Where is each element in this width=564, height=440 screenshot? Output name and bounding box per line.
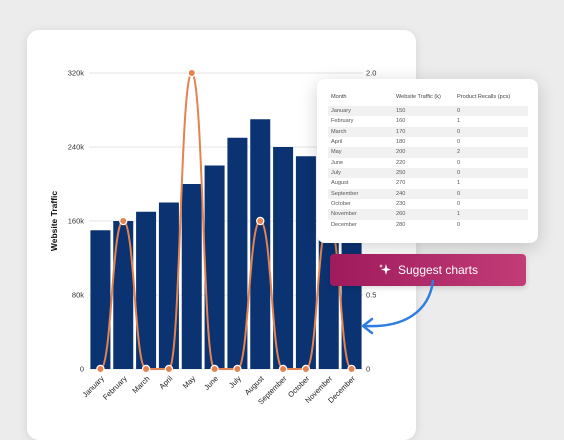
cell-traffic: 200 bbox=[393, 147, 454, 158]
bar bbox=[295, 156, 316, 369]
table-row: December 280 0 bbox=[328, 220, 528, 230]
table-row: March 170 0 bbox=[328, 126, 528, 138]
bar bbox=[227, 137, 248, 369]
cell-traffic: 250 bbox=[393, 168, 454, 179]
cell-month: May bbox=[328, 147, 393, 158]
header-month: Month bbox=[331, 94, 347, 100]
cell-recalls: 1 bbox=[457, 118, 461, 125]
cell-recalls: 0 bbox=[457, 139, 461, 146]
line-point bbox=[233, 364, 242, 374]
cell-traffic: 240 bbox=[393, 188, 454, 200]
cell-month: September bbox=[328, 188, 393, 200]
data-table: Month Website Traffic (k) Product Recall… bbox=[328, 92, 528, 230]
x-tick-label: April bbox=[157, 374, 174, 391]
x-tick-label: June bbox=[202, 374, 220, 392]
x-tick-label: July bbox=[227, 374, 243, 390]
cell-month: November bbox=[328, 209, 393, 220]
y-tick-label: 320k bbox=[68, 69, 85, 78]
y-axis-label: Website Traffic bbox=[49, 191, 59, 252]
cell-traffic: 230 bbox=[396, 201, 406, 208]
cell-month: October bbox=[331, 201, 351, 208]
cell-traffic: 280 bbox=[396, 221, 406, 228]
table-row: April 180 0 bbox=[328, 137, 528, 147]
cell-recalls: 0 bbox=[457, 221, 461, 228]
cell-recalls: 0 bbox=[457, 159, 461, 166]
bar bbox=[181, 184, 202, 369]
x-tick-label: February bbox=[101, 374, 129, 402]
bar bbox=[204, 165, 225, 369]
y-tick-label: 240k bbox=[68, 143, 85, 152]
line-point bbox=[96, 364, 105, 374]
bar bbox=[273, 147, 294, 369]
y-tick-label: 160k bbox=[68, 217, 85, 226]
cell-traffic: 150 bbox=[393, 106, 454, 117]
line-point bbox=[278, 364, 288, 374]
line-point bbox=[301, 364, 311, 374]
curved-arrow-icon bbox=[361, 279, 435, 335]
table-row: November 260 1 bbox=[328, 209, 528, 220]
line-point bbox=[119, 216, 128, 226]
cell-recalls: 1 bbox=[457, 180, 461, 187]
bar bbox=[113, 221, 134, 369]
line-point bbox=[256, 216, 265, 226]
cell-month: December bbox=[331, 221, 357, 228]
sparkle-icon bbox=[378, 264, 391, 275]
cell-traffic: 170 bbox=[393, 126, 454, 138]
cell-month: August bbox=[331, 180, 349, 187]
bar bbox=[158, 202, 179, 369]
cell-month: April bbox=[331, 139, 343, 146]
bar bbox=[136, 211, 157, 369]
table-body: January 150 0 February 160 1 March 170 0 April 180… bbox=[328, 106, 528, 230]
table-row: July 250 0 bbox=[328, 168, 528, 179]
table-row: September 240 0 bbox=[328, 188, 528, 200]
line-point bbox=[164, 364, 174, 374]
cell-traffic: 260 bbox=[393, 209, 454, 220]
cell-traffic: 220 bbox=[396, 159, 406, 166]
cell-recalls: 0 bbox=[454, 188, 528, 200]
cell-recalls: 0 bbox=[454, 106, 528, 117]
y2-tick-label: 2.0 bbox=[366, 69, 376, 78]
bar bbox=[90, 230, 111, 369]
y-tick-label: 0 bbox=[80, 365, 84, 374]
cell-month: June bbox=[331, 159, 344, 166]
cell-recalls: 0 bbox=[454, 126, 528, 138]
table-row: May 200 2 bbox=[328, 147, 528, 158]
line-point bbox=[141, 364, 151, 374]
bar bbox=[250, 119, 271, 369]
cell-recalls: 0 bbox=[457, 201, 461, 208]
header-traffic: Website Traffic (k) bbox=[396, 94, 441, 100]
x-tick-label: May bbox=[181, 374, 198, 391]
cell-month: February bbox=[331, 118, 354, 125]
cell-recalls: 1 bbox=[454, 209, 528, 220]
x-tick-label: March bbox=[130, 374, 151, 395]
header-recalls: Product Recalls (pcs) bbox=[457, 94, 511, 100]
cell-traffic: 270 bbox=[396, 180, 406, 187]
table-row: January 150 0 bbox=[328, 106, 528, 117]
cell-month: July bbox=[328, 168, 393, 179]
cell-traffic: 160 bbox=[396, 118, 406, 125]
y2-tick-label: 0.5 bbox=[366, 291, 376, 300]
table-row: October 230 0 bbox=[328, 199, 528, 209]
line-point bbox=[347, 364, 356, 374]
suggest-charts-button[interactable]: Suggest charts bbox=[330, 254, 526, 286]
cell-month: January bbox=[328, 106, 393, 117]
line-point bbox=[210, 364, 219, 374]
cell-month: March bbox=[328, 126, 393, 138]
data-table-card: Month Website Traffic (k) Product Recall… bbox=[317, 79, 538, 243]
line-point bbox=[187, 68, 196, 78]
cell-recalls: 2 bbox=[454, 147, 528, 158]
table-row: August 270 1 bbox=[328, 178, 528, 188]
y2-tick-label: 0 bbox=[366, 365, 370, 374]
cell-recalls: 0 bbox=[454, 168, 528, 179]
cell-traffic: 180 bbox=[396, 139, 406, 146]
table-header-row: Month Website Traffic (k) Product Recall… bbox=[328, 92, 528, 106]
table-row: February 160 1 bbox=[328, 116, 528, 126]
table-row: June 220 0 bbox=[328, 158, 528, 168]
suggest-charts-label: Suggest charts bbox=[397, 263, 479, 277]
y-tick-label: 80k bbox=[72, 291, 84, 300]
